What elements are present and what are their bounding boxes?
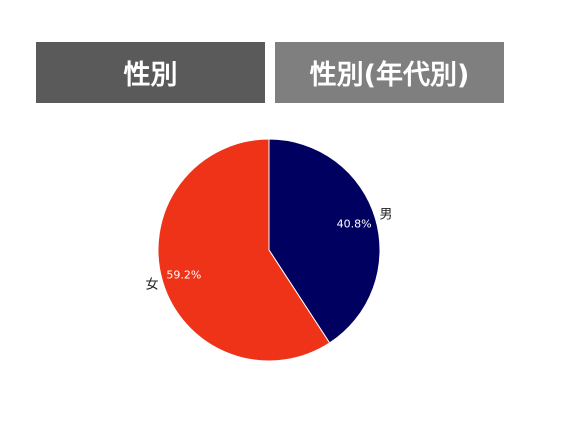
value-label: 59.2% (166, 268, 201, 281)
category-label: 女 (145, 277, 158, 292)
pie-slice (157, 138, 331, 362)
tab[interactable]: 性別 (36, 42, 265, 103)
tab[interactable]: 性別(年代別) (275, 42, 504, 103)
value-label: 40.8% (337, 218, 372, 231)
category-label: 男 (380, 208, 393, 223)
